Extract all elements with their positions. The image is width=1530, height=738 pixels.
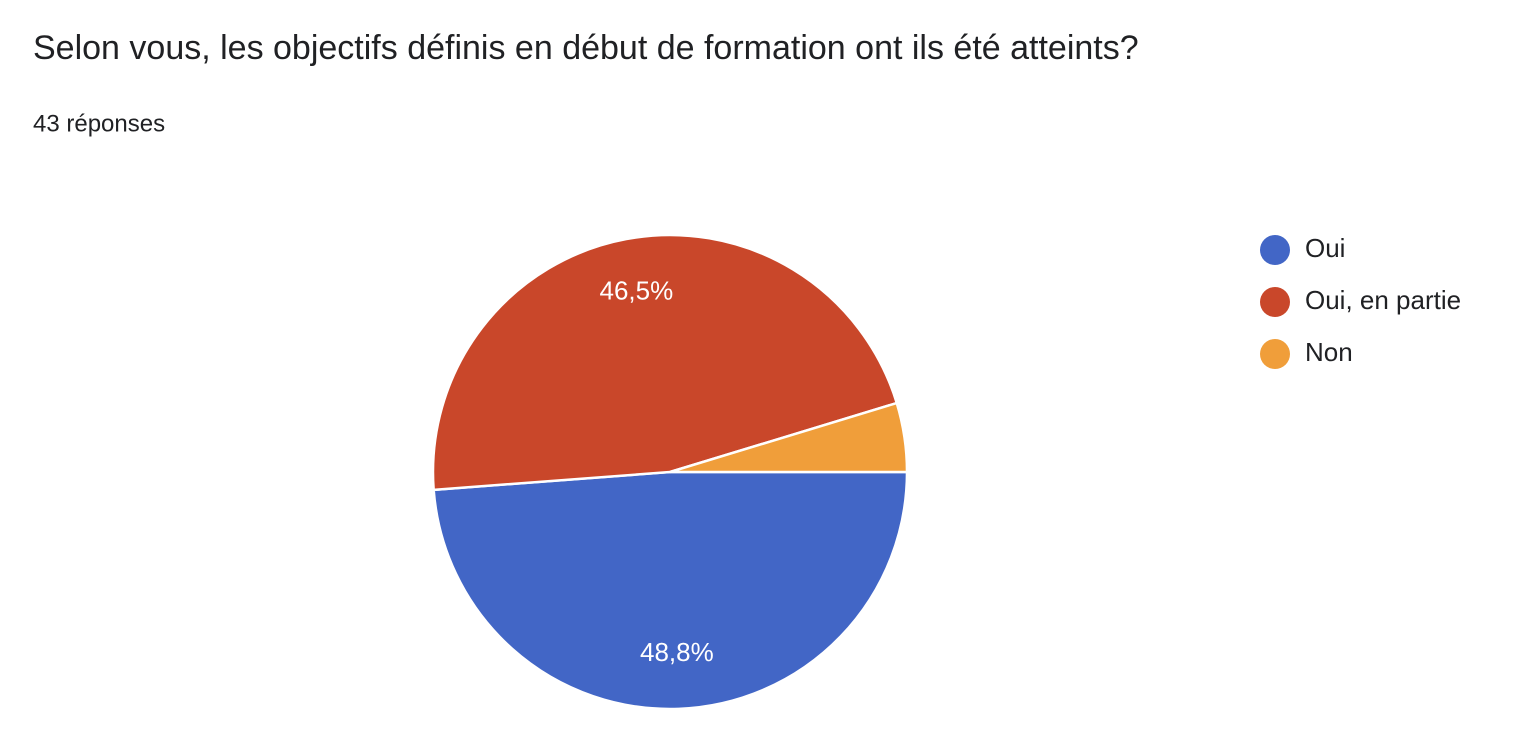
legend-swatch bbox=[1260, 235, 1290, 265]
chart-subtitle: 43 réponses bbox=[33, 110, 165, 137]
pie-slice bbox=[431, 233, 899, 492]
legend-label: Non bbox=[1305, 337, 1353, 367]
chart-title: Selon vous, les objectifs définis en déb… bbox=[33, 29, 1139, 67]
slice-label: 46,5% bbox=[600, 276, 674, 306]
legend-label: Oui, en partie bbox=[1305, 285, 1461, 315]
slice-label: 48,8% bbox=[640, 637, 714, 667]
legend-label: Oui bbox=[1305, 233, 1345, 263]
legend-swatch bbox=[1260, 339, 1290, 369]
legend-swatch bbox=[1260, 287, 1290, 317]
pie-slice bbox=[432, 470, 909, 711]
pie-slice bbox=[669, 401, 909, 474]
